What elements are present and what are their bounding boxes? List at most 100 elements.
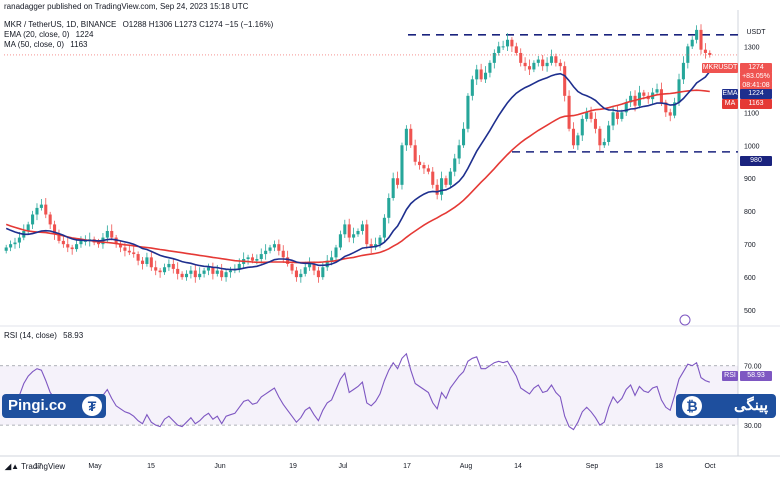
candle-body xyxy=(9,244,13,248)
candle-body xyxy=(444,178,448,185)
candle-body xyxy=(286,257,290,264)
rsi-band xyxy=(0,365,738,426)
tradingview-logo[interactable]: ◢▲ TradingView xyxy=(5,462,65,471)
candle-body xyxy=(97,242,101,245)
time-tick-label: Jul xyxy=(339,463,348,470)
price-tick-label: 1300 xyxy=(744,44,760,51)
candle-body xyxy=(501,46,505,48)
candle-body xyxy=(571,128,576,146)
candle-body xyxy=(536,59,540,63)
candle-body xyxy=(220,270,224,278)
rsi-tick-label: 30.00 xyxy=(744,423,762,430)
candle-body xyxy=(523,62,527,67)
candle-body xyxy=(114,237,118,245)
candle-body xyxy=(545,62,549,67)
ema-tag: EMA xyxy=(722,89,738,99)
candle-body xyxy=(330,257,334,261)
ohlc-values: O1288 H1306 L1273 C1274 −15 (−1.16%) xyxy=(122,20,274,29)
event-marker-icon xyxy=(679,314,691,326)
candle-body xyxy=(277,244,281,251)
candle-body xyxy=(519,52,523,63)
candle-body xyxy=(4,247,8,251)
price-tick-label: 800 xyxy=(744,209,756,216)
candle-body xyxy=(400,145,404,185)
time-tick-label: 15 xyxy=(147,463,155,470)
candle-body xyxy=(360,224,364,231)
candle-body xyxy=(17,237,21,243)
candle-body xyxy=(382,217,386,238)
time-tick-label: 14 xyxy=(514,463,522,470)
ma-tag: MA xyxy=(722,99,738,109)
rsi-label: RSI (14, close) xyxy=(4,331,57,340)
ma-price-badge: 1163 xyxy=(740,99,772,109)
candle-body xyxy=(695,29,699,40)
rsi-tag: RSI xyxy=(722,371,738,381)
candle-body xyxy=(149,257,153,268)
candle-body xyxy=(202,270,206,274)
candle-body xyxy=(453,158,457,172)
bitcoin-icon: ₿ xyxy=(682,396,702,416)
candle-body xyxy=(527,66,532,70)
candle-body xyxy=(79,240,83,245)
candle-body xyxy=(514,46,518,53)
candle-body xyxy=(264,250,268,255)
rsi-legend[interactable]: RSI (14, close) 58.93 xyxy=(4,331,87,340)
candle-body xyxy=(259,254,263,260)
candle-body xyxy=(369,244,373,248)
ma50-line xyxy=(5,89,710,264)
rsi-value: 58.93 xyxy=(63,331,84,340)
candle-body xyxy=(57,234,61,241)
candle-body xyxy=(457,145,461,159)
candle-body xyxy=(409,128,413,146)
candle-body xyxy=(615,112,619,119)
candle-body xyxy=(312,263,316,271)
tradingview-label: TradingView xyxy=(21,462,66,471)
candle-body xyxy=(308,263,312,268)
brand-watermark-right: ₿ پینگی xyxy=(676,394,776,418)
candle-body xyxy=(620,112,624,119)
candle-body xyxy=(338,234,342,248)
candle-body xyxy=(158,270,162,273)
ma-value: 1163 xyxy=(70,40,88,49)
candle-body xyxy=(567,95,571,129)
candle-body xyxy=(237,263,241,269)
candle-body xyxy=(668,112,672,116)
candle-body xyxy=(365,224,369,245)
candle-body xyxy=(290,263,294,271)
candle-body xyxy=(167,263,171,268)
candle-body xyxy=(334,247,338,258)
ema-label: EMA (20, close, 0) xyxy=(4,30,70,39)
candle-body xyxy=(607,125,611,142)
brand-text-left: Pingi.co xyxy=(8,397,67,414)
candle-body xyxy=(492,52,496,63)
candle-body xyxy=(255,259,259,261)
candle-body xyxy=(598,128,602,146)
chart-legend-ma[interactable]: MA (50, close, 0) 1163 xyxy=(4,40,91,49)
candle-body xyxy=(673,102,677,116)
chart-legend-ema[interactable]: EMA (20, close, 0) 1224 xyxy=(4,30,97,39)
candle-body xyxy=(184,273,189,278)
candle-body xyxy=(171,263,175,269)
candle-body xyxy=(532,62,536,70)
time-tick-label: Sep xyxy=(586,463,599,470)
candle-body xyxy=(189,270,193,274)
candle-body xyxy=(708,52,712,55)
currency-label: USDT xyxy=(746,29,766,36)
ema-value: 1224 xyxy=(75,30,94,39)
candle-body xyxy=(690,39,694,47)
candle-body xyxy=(356,230,360,235)
publish-credit: ranadagger published on TradingView.com,… xyxy=(4,2,249,11)
candle-body xyxy=(422,165,426,169)
candle-body xyxy=(686,46,690,63)
candle-body xyxy=(31,214,35,225)
candle-body xyxy=(479,69,483,80)
candle-body xyxy=(483,72,488,80)
candle-body xyxy=(250,257,254,261)
candle-body xyxy=(162,267,167,273)
candle-body xyxy=(75,244,79,250)
candle-body xyxy=(475,69,479,80)
candle-body xyxy=(198,273,202,278)
candle-body xyxy=(462,128,466,146)
candle-body xyxy=(316,270,320,278)
